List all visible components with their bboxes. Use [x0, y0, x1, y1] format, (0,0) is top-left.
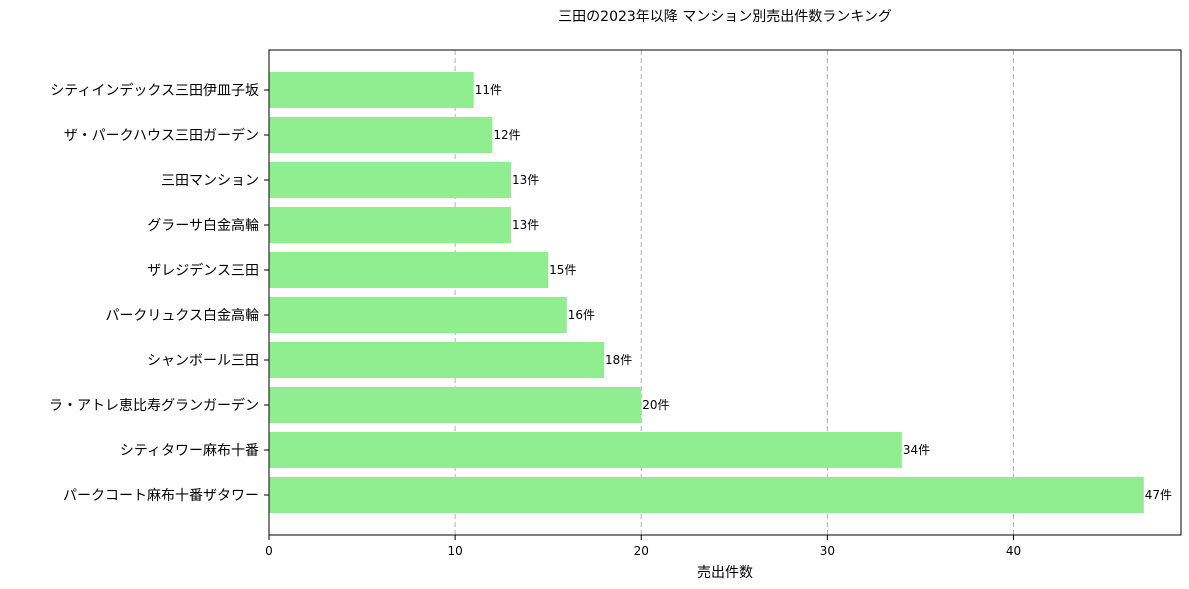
x-tick-label: 20	[634, 544, 649, 558]
data-label: 18件	[605, 353, 632, 367]
bar	[269, 117, 493, 153]
x-tick-label: 40	[1006, 544, 1021, 558]
x-ticks-group: 0 10 20 30 40	[265, 535, 1021, 558]
data-label: 15件	[549, 263, 576, 277]
bar	[269, 207, 511, 243]
category-label: シティインデックス三田伊皿子坂	[50, 82, 259, 99]
category-label: ザレジデンス三田	[147, 262, 259, 279]
data-label: 16件	[568, 308, 595, 322]
bar	[269, 72, 474, 108]
category-labels-group: シティインデックス三田伊皿子坂ザ・パークハウス三田ガーデン三田マンショングラーサ…	[49, 82, 269, 504]
x-tick-label: 0	[265, 544, 273, 558]
data-label: 20件	[642, 398, 669, 412]
category-label: シャンボール三田	[147, 353, 259, 369]
chart-title: 三田の2023年以降 マンション別売出件数ランキング	[558, 9, 892, 25]
category-label: シティタワー麻布十番	[120, 443, 259, 459]
data-label: 13件	[512, 173, 539, 187]
bar	[269, 342, 605, 378]
category-label: パークコート麻布十番ザタワー	[63, 488, 259, 504]
category-label: グラーサ白金高輪	[147, 217, 259, 234]
bar	[269, 252, 549, 288]
bar	[269, 297, 567, 333]
category-label: 三田マンション	[161, 173, 259, 189]
bar	[269, 162, 511, 198]
data-label: 34件	[903, 443, 930, 457]
category-label: ラ・アトレ恵比寿グランガーデン	[49, 397, 259, 414]
bar	[269, 477, 1144, 513]
plot-frame	[268, 49, 1182, 536]
bars-group	[269, 72, 1144, 513]
x-axis-title: 売出件数	[697, 565, 753, 581]
bar	[269, 387, 642, 423]
data-label: 47件	[1145, 488, 1172, 502]
data-label: 11件	[475, 83, 502, 97]
category-label: パークリュクス白金高輪	[105, 307, 259, 324]
x-tick-label: 30	[820, 544, 835, 558]
x-tick-label: 10	[447, 544, 462, 558]
bar	[269, 432, 902, 468]
category-label: ザ・パークハウス三田ガーデン	[64, 127, 259, 144]
data-label: 12件	[493, 128, 520, 142]
data-label: 13件	[512, 218, 539, 232]
data-labels-group: 11件 12件 13件 13件 15件 16件 18件 20件 34件 47件	[475, 83, 1172, 502]
